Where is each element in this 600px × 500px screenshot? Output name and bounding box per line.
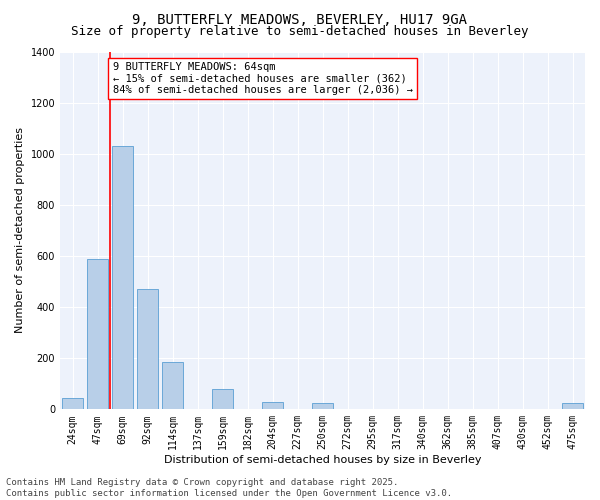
Text: Contains HM Land Registry data © Crown copyright and database right 2025.
Contai: Contains HM Land Registry data © Crown c… xyxy=(6,478,452,498)
Text: 9, BUTTERFLY MEADOWS, BEVERLEY, HU17 9GA: 9, BUTTERFLY MEADOWS, BEVERLEY, HU17 9GA xyxy=(133,12,467,26)
Bar xyxy=(262,402,283,409)
Bar xyxy=(87,258,108,410)
Text: Size of property relative to semi-detached houses in Beverley: Size of property relative to semi-detach… xyxy=(71,25,529,38)
Bar xyxy=(312,403,333,409)
X-axis label: Distribution of semi-detached houses by size in Beverley: Distribution of semi-detached houses by … xyxy=(164,455,481,465)
Bar xyxy=(112,146,133,409)
Bar xyxy=(62,398,83,409)
Bar xyxy=(162,362,183,410)
Text: 9 BUTTERFLY MEADOWS: 64sqm
← 15% of semi-detached houses are smaller (362)
84% o: 9 BUTTERFLY MEADOWS: 64sqm ← 15% of semi… xyxy=(113,62,413,95)
Bar xyxy=(562,403,583,409)
Bar xyxy=(137,289,158,410)
Bar xyxy=(212,389,233,409)
Y-axis label: Number of semi-detached properties: Number of semi-detached properties xyxy=(15,128,25,334)
